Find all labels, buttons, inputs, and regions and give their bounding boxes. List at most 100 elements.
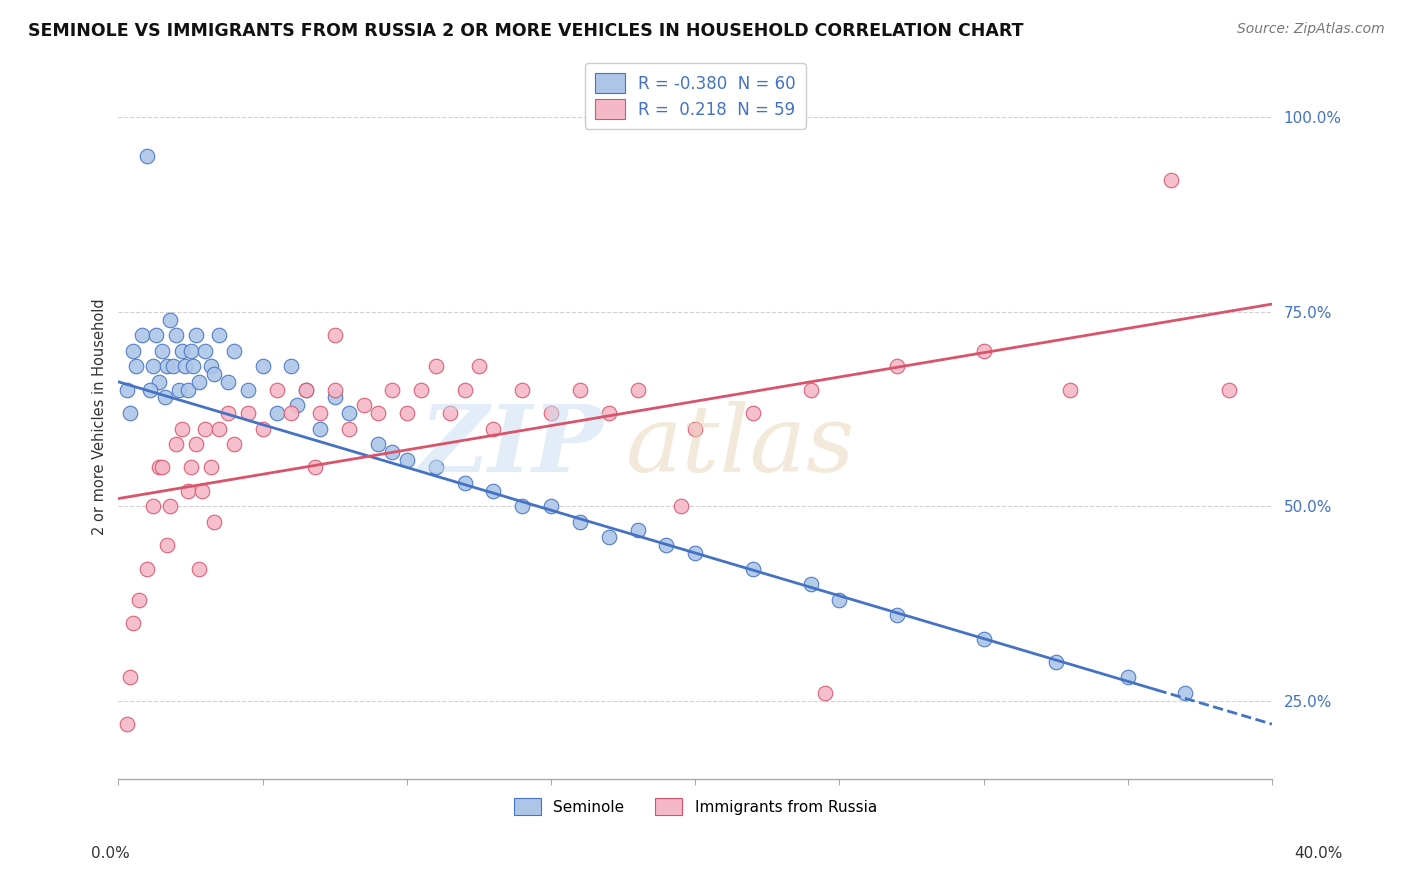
Point (800, 577, 823, 591)
Point (238, 406, 260, 420)
Point (482, 421, 505, 435)
Point (973, 632, 995, 646)
Point (188, 561, 211, 575)
Point (131, 328, 153, 343)
Point (741, 406, 763, 420)
Point (186, 437, 208, 451)
Point (202, 515, 225, 529)
Point (323, 383, 346, 397)
Point (180, 460, 202, 475)
Point (125, 359, 148, 374)
Point (208, 421, 231, 435)
Point (1218, 383, 1240, 397)
Point (170, 343, 193, 358)
Point (145, 328, 167, 343)
Point (153, 391, 176, 405)
Point (183, 359, 205, 374)
Text: Source: ZipAtlas.com: Source: ZipAtlas.com (1237, 22, 1385, 37)
Point (208, 328, 231, 343)
Point (170, 421, 193, 435)
Point (176, 483, 198, 498)
Point (510, 500, 533, 514)
Text: 40.0%: 40.0% (1295, 846, 1343, 861)
Point (381, 383, 404, 397)
Point (142, 359, 165, 374)
Text: SEMINOLE VS IMMIGRANTS FROM RUSSIA 2 OR MORE VEHICLES IN HOUSEHOLD CORRELATION C: SEMINOLE VS IMMIGRANTS FROM RUSSIA 2 OR … (28, 22, 1024, 40)
Point (425, 460, 447, 475)
Point (655, 538, 678, 552)
Point (150, 460, 173, 475)
Point (453, 383, 475, 397)
Point (295, 383, 318, 397)
Point (598, 531, 620, 545)
Point (115, 383, 138, 397)
Point (828, 592, 851, 607)
Point (1059, 383, 1081, 397)
Point (165, 328, 187, 343)
Point (323, 391, 346, 405)
Point (194, 343, 217, 358)
Point (309, 421, 332, 435)
Text: atlas: atlas (626, 401, 855, 491)
Point (598, 406, 620, 420)
Point (159, 500, 181, 514)
Legend: Seminole, Immigrants from Russia: Seminole, Immigrants from Russia (508, 792, 883, 822)
Point (162, 359, 184, 374)
Point (176, 383, 198, 397)
Point (1160, 172, 1182, 186)
Point (217, 406, 239, 420)
Point (568, 515, 591, 529)
Point (304, 460, 326, 475)
Point (148, 460, 170, 475)
Point (337, 406, 360, 420)
Point (121, 343, 143, 358)
Point (202, 367, 225, 381)
Point (150, 343, 173, 358)
Point (186, 328, 208, 343)
Point (439, 406, 461, 420)
Point (295, 383, 318, 397)
Point (156, 359, 179, 374)
Point (337, 421, 360, 435)
Point (626, 523, 648, 537)
Point (156, 538, 179, 552)
Point (285, 398, 308, 412)
Point (136, 149, 159, 163)
Point (973, 343, 995, 358)
Point (683, 421, 706, 435)
Point (1116, 670, 1139, 684)
Point (1045, 655, 1067, 669)
Point (482, 483, 505, 498)
Point (142, 500, 165, 514)
Point (188, 375, 211, 389)
Point (136, 561, 159, 575)
Point (353, 398, 375, 412)
Point (280, 406, 302, 420)
Point (139, 383, 162, 397)
Text: 0.0%: 0.0% (91, 846, 131, 861)
Point (115, 717, 138, 731)
Point (669, 500, 692, 514)
Point (886, 359, 908, 374)
Point (510, 383, 533, 397)
Point (395, 452, 418, 467)
Point (309, 406, 332, 420)
Point (165, 437, 187, 451)
Point (411, 383, 433, 397)
Point (222, 437, 245, 451)
Point (200, 359, 222, 374)
Point (200, 460, 222, 475)
Point (683, 546, 706, 560)
Point (148, 375, 170, 389)
Point (568, 383, 591, 397)
Point (453, 475, 475, 490)
Point (167, 383, 190, 397)
Point (626, 383, 648, 397)
Point (540, 406, 562, 420)
Text: ZIP: ZIP (419, 401, 603, 491)
Point (540, 500, 562, 514)
Y-axis label: 2 or more Vehicles in Household: 2 or more Vehicles in Household (93, 299, 107, 535)
Point (395, 406, 418, 420)
Point (1174, 686, 1197, 700)
Point (159, 312, 181, 326)
